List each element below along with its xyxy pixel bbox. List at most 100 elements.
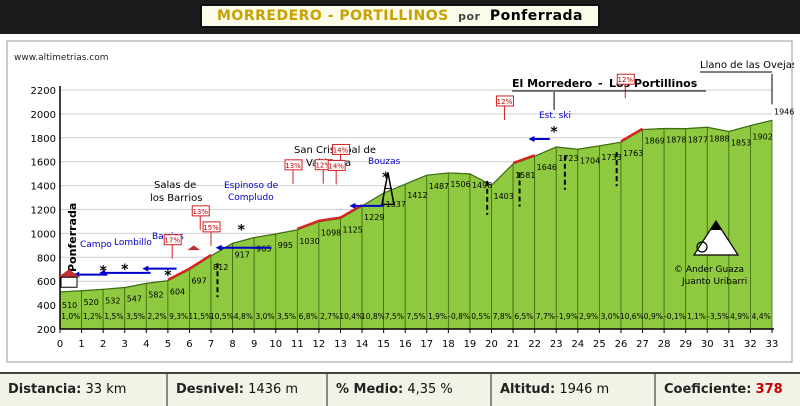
gradient-label-19: 0,5% bbox=[471, 312, 490, 321]
profile-segment-17 bbox=[426, 172, 449, 330]
gradient-label-32: 4,4% bbox=[752, 312, 771, 321]
profile-segment-22 bbox=[534, 146, 557, 330]
ytick-label-1200: 1200 bbox=[31, 206, 56, 217]
elevation-label-30: 1888 bbox=[709, 134, 729, 143]
ytick-label-2000: 2000 bbox=[31, 110, 56, 121]
profile-segment-28 bbox=[663, 128, 687, 330]
xtick-label-7: 7 bbox=[208, 339, 214, 350]
xtick-label-23: 23 bbox=[550, 339, 563, 350]
xtick-label-33: 33 bbox=[766, 339, 779, 350]
gradient-label-10: 3,5% bbox=[277, 312, 296, 321]
xtick-label-25: 25 bbox=[593, 339, 606, 350]
xtick-label-13: 13 bbox=[334, 339, 347, 350]
elevation-label-22: 1646 bbox=[537, 163, 557, 172]
gain-value: 1436 m bbox=[248, 382, 299, 397]
start-label: Ponferrada bbox=[66, 203, 79, 272]
gradient-label-5: 9,3% bbox=[169, 312, 188, 321]
gradient-label-15: 7,5% bbox=[385, 312, 404, 321]
max-grade-label-3: 15% bbox=[203, 224, 219, 232]
elevation-labels: 510 520 532 547 582 604 697 812 917 965 995 1030109… bbox=[62, 107, 794, 310]
gradient-label-22: 7,7% bbox=[536, 312, 555, 321]
steep-road-highlight-1 bbox=[296, 204, 363, 230]
asterisk-icon-1: * bbox=[121, 262, 129, 278]
avg-label: % Medio: bbox=[336, 382, 404, 397]
gradient-label-29: 1,1% bbox=[687, 312, 706, 321]
elevation-label-15: 1337 bbox=[386, 200, 406, 209]
gradient-label-4: 2,2% bbox=[148, 312, 167, 321]
ytick-label-1000: 1000 bbox=[31, 229, 56, 240]
gradient-label-7: 10,5% bbox=[210, 312, 234, 321]
elevation-label-6: 697 bbox=[191, 277, 206, 286]
gradient-label-21: 6,5% bbox=[514, 312, 533, 321]
elevation-label-18: 1506 bbox=[450, 180, 470, 189]
xtick-label-24: 24 bbox=[571, 339, 584, 350]
elevation-chart-svg: www.altimetrias.com 510 520 532 547 582 60469… bbox=[6, 40, 794, 363]
max-grade-box-8 bbox=[616, 73, 635, 85]
gradient-label-2: 1,5% bbox=[104, 312, 123, 321]
gradient-label-13: 10,4% bbox=[339, 312, 363, 321]
elevation-label-26: 1763 bbox=[623, 149, 643, 158]
profile-segment-27 bbox=[642, 128, 665, 330]
alt-label: Altitud: bbox=[500, 382, 556, 397]
xtick-label-30: 30 bbox=[701, 339, 714, 350]
profile-segment-23 bbox=[555, 146, 579, 330]
elevation-label-24: 1704 bbox=[580, 156, 600, 165]
xtick-label-8: 8 bbox=[229, 339, 235, 350]
header-bar: MORREDERO - PORTILLINOS por Ponferrada bbox=[0, 0, 800, 34]
profile-segment-24 bbox=[577, 145, 600, 330]
xtick-label-18: 18 bbox=[442, 339, 455, 350]
gradient-label-3: 3,5% bbox=[126, 312, 145, 321]
elevation-label-8: 917 bbox=[235, 250, 250, 259]
credit-line-1: © Ander Guaza bbox=[674, 265, 744, 275]
turnoff-estski: Est. ski bbox=[539, 111, 571, 121]
turnoff-arrowhead-1 bbox=[99, 269, 106, 276]
xtick-label-16: 16 bbox=[399, 339, 412, 350]
ytick-label-1800: 1800 bbox=[31, 134, 56, 145]
ytick-label-1600: 1600 bbox=[31, 158, 56, 169]
gradient-label-25: 3,0% bbox=[601, 312, 620, 321]
gradient-label-12: 2,7% bbox=[320, 312, 339, 321]
stat-distance: Distancia: 33 km bbox=[0, 374, 168, 406]
elevation-label-32: 1902 bbox=[752, 133, 772, 142]
asterisk-icon-3: * bbox=[238, 223, 246, 239]
turnoff-arrowhead-3 bbox=[215, 244, 222, 251]
stat-gain: Desnivel: 1436 m bbox=[168, 374, 328, 406]
gradient-label-9: 3,0% bbox=[255, 312, 274, 321]
xtick-label-26: 26 bbox=[615, 339, 628, 350]
gradient-label-11: 6,8% bbox=[299, 312, 318, 321]
steep-road-highlight-3 bbox=[620, 127, 644, 143]
elevation-label-28: 1878 bbox=[666, 135, 686, 144]
house-icon-body bbox=[60, 276, 78, 288]
gradient-label-1: 1,2% bbox=[83, 312, 102, 321]
gradient-label-26: 10,6% bbox=[620, 312, 644, 321]
profile-segment-32 bbox=[750, 119, 773, 330]
pass-name-1: El Morredero bbox=[512, 77, 593, 90]
gradient-label-30: -3,5% bbox=[707, 312, 729, 321]
elevation-label-14: 1229 bbox=[364, 213, 384, 222]
max-grade-label-4: 13% bbox=[285, 162, 301, 170]
distance-label: Distancia: bbox=[8, 382, 82, 397]
ytick-label-200: 200 bbox=[37, 325, 56, 336]
elevation-label-17: 1487 bbox=[429, 182, 449, 191]
place-llano: Llano de las Ovejas bbox=[700, 60, 794, 71]
gain-label: Desnivel: bbox=[176, 382, 245, 397]
axes: 2004006008001000120014001600180020002200… bbox=[31, 86, 779, 350]
xtick-label-5: 5 bbox=[165, 339, 171, 350]
gradient-label-18: -0,8% bbox=[448, 312, 470, 321]
xtick-label-10: 10 bbox=[269, 339, 282, 350]
xtick-label-28: 28 bbox=[658, 339, 671, 350]
elevation-label-12: 1098 bbox=[321, 229, 341, 238]
elevation-label-19: 1498 bbox=[472, 181, 492, 190]
elevation-label-31: 1853 bbox=[731, 138, 751, 147]
turnoff-campo: Campo bbox=[80, 240, 112, 250]
turnoff-arrowhead-5 bbox=[528, 135, 535, 142]
max-grade-label-7: 12% bbox=[497, 98, 513, 106]
pass-sep: - bbox=[598, 77, 603, 90]
elevation-label-4: 582 bbox=[148, 290, 163, 299]
asterisk-icon-5: * bbox=[550, 125, 558, 141]
annotations: Ponferrada Salas de los Barrios San Cris… bbox=[58, 60, 794, 298]
gradient-label-27: 0,9% bbox=[644, 312, 663, 321]
coef-value: 378 bbox=[755, 382, 783, 397]
stat-average: % Medio: 4,35 % bbox=[328, 374, 492, 406]
asterisk-icon-2: * bbox=[164, 268, 172, 284]
